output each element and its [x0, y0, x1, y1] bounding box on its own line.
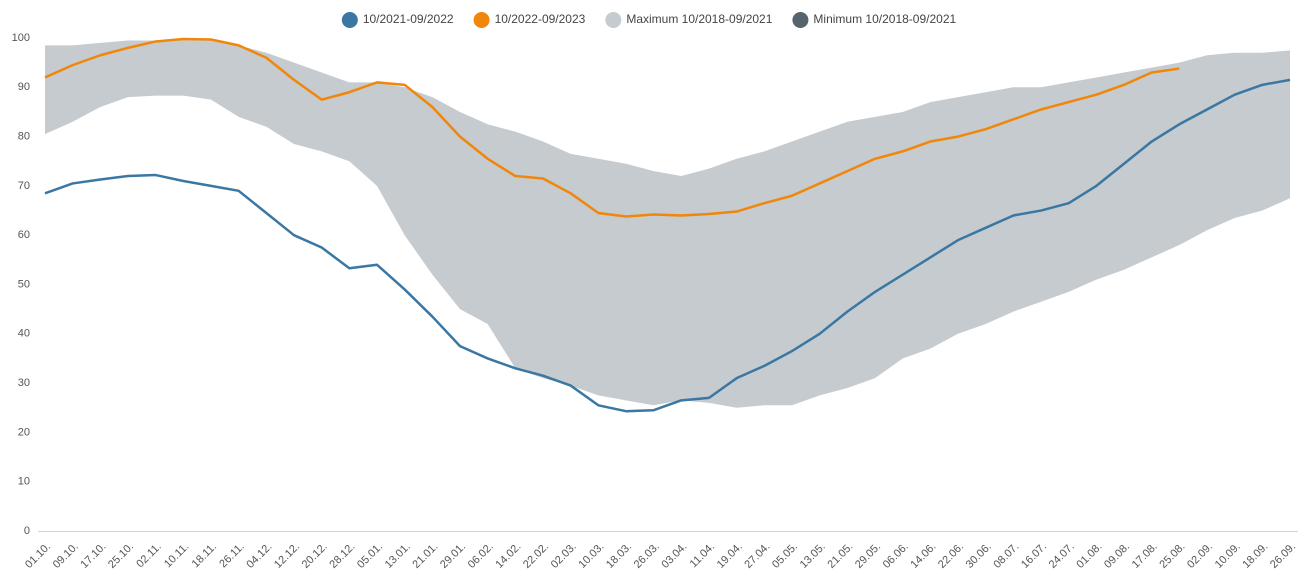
y-tick-label: 0	[24, 525, 30, 537]
x-tick-label: 02.11.	[134, 541, 164, 571]
y-tick-label: 30	[18, 377, 30, 389]
x-tick-label: 01.10.	[23, 541, 53, 571]
x-tick-label: 22.06.	[936, 541, 966, 571]
x-tick-label: 20.12.	[300, 541, 330, 571]
x-tick-label: 09.10.	[51, 541, 81, 571]
x-tick-label: 28.12.	[327, 541, 357, 571]
x-tick-label: 30.06.	[964, 541, 994, 571]
y-tick-label: 90	[18, 81, 30, 93]
series-line	[44, 37, 1180, 218]
x-tick-label: 25.08.	[1157, 541, 1187, 571]
x-tick-label: 25.10.	[106, 541, 136, 571]
legend-label: Minimum 10/2018-09/2021	[813, 12, 956, 26]
y-tick-label: 80	[18, 131, 30, 143]
x-tick-label: 02.09.	[1185, 541, 1215, 571]
y-tick-label: 40	[18, 328, 30, 340]
legend-symbol	[605, 12, 622, 28]
x-tick-label: 17.10.	[78, 541, 108, 571]
x-tick-label: 18.09.	[1240, 541, 1270, 571]
x-tick-label: 09.08.	[1102, 541, 1132, 571]
x-tick-label: 10.03.	[576, 541, 606, 571]
x-tick-label: 29.05.	[853, 541, 883, 571]
y-tick-label: 10	[18, 476, 30, 488]
legend-label: 10/2021-09/2022	[363, 12, 454, 26]
x-tick-label: 13.05.	[798, 541, 828, 571]
x-tick-label: 03.04.	[659, 541, 689, 571]
x-tick-label: 02.03.	[549, 541, 579, 571]
x-tick-label: 13.01.	[383, 541, 413, 571]
legend-symbol	[473, 12, 490, 28]
y-tick-label: 60	[18, 229, 30, 241]
x-tick-label: 05.01.	[355, 541, 385, 571]
series-line	[44, 78, 1291, 413]
y-tick-label: 50	[18, 278, 30, 290]
x-tick-label: 22.02.	[521, 541, 551, 571]
x-tick-label: 10.11.	[162, 541, 192, 571]
legend: 10/2021-09/2022 10/2022-09/2023 Maximum 10…	[341, 12, 956, 28]
x-tick-label: 16.07.	[1019, 541, 1049, 571]
x-tick-label: 11.04.	[688, 541, 718, 571]
x-tick-label: 10.09.	[1213, 541, 1243, 571]
legend-label: 10/2022-09/2023	[495, 12, 586, 26]
x-tick-label: 21.05.	[825, 541, 855, 571]
range-band	[45, 38, 1290, 408]
x-tick-label: 24.07.	[1047, 541, 1077, 571]
x-tick-label: 18.03.	[604, 541, 634, 571]
x-tick-label: 01.08.	[1074, 541, 1104, 571]
x-tick-label: 26.03.	[632, 541, 662, 571]
legend-symbol	[792, 12, 809, 28]
x-tick-label: 26.09.	[1268, 541, 1298, 571]
x-tick-label: 19.04.	[715, 541, 745, 571]
x-tick-label: 05.05.	[770, 541, 800, 571]
x-tick-label: 14.02.	[493, 541, 523, 571]
y-tick-label: 20	[18, 426, 30, 438]
x-tick-label: 04.12.	[244, 541, 274, 571]
x-tick-label: 21.01.	[410, 541, 440, 571]
x-tick-label: 29.01.	[438, 541, 468, 571]
legend-symbol	[341, 12, 358, 28]
legend-label: Maximum 10/2018-09/2021	[626, 12, 772, 26]
x-tick-label: 17.08.	[1130, 541, 1160, 571]
x-tick-label: 18.11.	[190, 541, 220, 571]
x-tick-label: 12.12.	[272, 541, 302, 571]
x-tick-label: 26.11.	[217, 541, 247, 571]
x-tick-label: 27.04.	[742, 541, 772, 571]
y-tick-label: 100	[12, 32, 30, 44]
x-tick-label: 08.07.	[991, 541, 1021, 571]
x-tick-label: 14.06.	[908, 541, 938, 571]
x-tick-label: 06.06.	[881, 541, 911, 571]
x-tick-label: 06.02.	[466, 541, 496, 571]
y-tick-label: 70	[18, 180, 30, 192]
